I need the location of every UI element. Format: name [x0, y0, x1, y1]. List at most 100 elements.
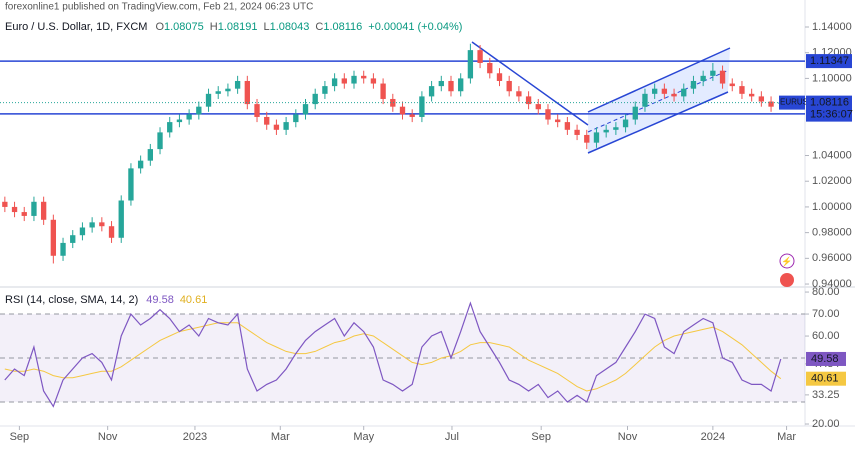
- channel-upper: [587, 47, 731, 113]
- x-tick-label: Sep: [10, 431, 30, 443]
- candle-body: [60, 242, 66, 256]
- candle-body: [273, 124, 280, 130]
- candle-body: [506, 80, 512, 92]
- candle-body: [525, 96, 532, 105]
- y-tick-label: 70.00: [812, 308, 840, 320]
- candle-body: [477, 50, 483, 63]
- candle-body: [331, 78, 338, 87]
- value-tag-label: 49.58: [811, 353, 839, 365]
- x-tick-label: Nov: [618, 431, 638, 443]
- candle-body: [157, 132, 163, 150]
- y-tick-label: 1.04000: [812, 149, 852, 161]
- candle-body: [21, 212, 27, 216]
- candle-body: [186, 114, 192, 120]
- x-tick-label: 2024: [701, 431, 725, 443]
- candle-body: [244, 80, 250, 105]
- candle-body: [555, 119, 561, 123]
- flag-icon[interactable]: [780, 273, 794, 287]
- ohlc-label: L: [263, 21, 269, 33]
- candle-body: [351, 75, 357, 84]
- candle-body: [11, 206, 18, 213]
- ohlc-value: 1.08075: [164, 21, 204, 33]
- candle-body: [234, 80, 241, 89]
- candle-body: [496, 73, 503, 81]
- rsi-value: 49.58: [146, 294, 174, 306]
- candle-body: [632, 106, 638, 120]
- value-tag: [806, 351, 846, 366]
- candle-body: [748, 93, 755, 97]
- x-tick-label: Mar: [777, 431, 796, 443]
- countdown: 15:36:07: [810, 109, 853, 121]
- rsi-sma-value: 40.61: [180, 294, 208, 306]
- x-tick-label: Jul: [445, 431, 459, 443]
- trend-line: [471, 41, 589, 126]
- legend: Euro / U.S. Dollar, 1D, FXCM O1.08075 H1.0…: [5, 21, 462, 33]
- symbol-title: Euro / U.S. Dollar, 1D, FXCM: [5, 21, 147, 33]
- candle-body: [458, 78, 464, 92]
- candle-body: [642, 93, 648, 107]
- candle-body: [40, 201, 47, 220]
- level-tag: [806, 54, 852, 69]
- candle-body: [535, 104, 541, 110]
- candle-body: [564, 122, 571, 130]
- ohlc-label: H: [210, 21, 218, 33]
- y-tick-label: 1.00000: [812, 201, 852, 213]
- candle-body: [89, 222, 95, 228]
- ohlc-value: 1.08191: [218, 21, 258, 33]
- candle-body: [99, 222, 105, 227]
- candle-body: [428, 86, 435, 97]
- ohlc-label: C: [315, 21, 323, 33]
- candle-body: [283, 122, 289, 130]
- candle-body: [574, 129, 580, 135]
- y-tick-label: 60.00: [812, 330, 840, 342]
- candle-body: [205, 93, 212, 107]
- y-tick-label: 80.00: [812, 286, 840, 298]
- candle-body: [467, 50, 474, 79]
- candle-body: [254, 104, 260, 117]
- candle-body: [768, 101, 774, 107]
- y-tick-label: 1.10000: [812, 72, 852, 84]
- symbol-tag: [779, 95, 805, 110]
- candle-body: [196, 106, 202, 115]
- rsi-line: [4, 322, 782, 392]
- candle-body: [652, 88, 658, 94]
- candle-body: [700, 75, 706, 81]
- candle-body: [710, 70, 716, 76]
- price-tag: [806, 95, 852, 122]
- candle-body: [419, 96, 425, 117]
- candle-body: [380, 83, 386, 99]
- candle-body: [264, 116, 270, 125]
- candle-body: [758, 96, 765, 102]
- candle-body: [719, 70, 726, 84]
- candle-body: [487, 62, 493, 74]
- rsi-title: RSI (14, close, SMA, 14, 2): [5, 294, 138, 306]
- candle-body: [613, 127, 619, 130]
- event-icon[interactable]: [779, 253, 795, 269]
- candle-body: [739, 86, 745, 94]
- candle-body: [545, 109, 551, 120]
- channel-lower: [587, 91, 729, 154]
- candle-body: [516, 91, 522, 97]
- value-tag: [806, 371, 846, 386]
- y-tick-label: 33.25: [812, 389, 840, 401]
- candle-body: [438, 80, 444, 87]
- candle-body: [215, 91, 221, 94]
- candle-body: [302, 104, 309, 115]
- candle-body: [448, 80, 454, 92]
- candle-body: [661, 88, 668, 94]
- candle-body: [622, 119, 629, 128]
- price-tag-label: 1.08116: [810, 97, 849, 109]
- candle-body: [2, 201, 8, 207]
- candle-body: [671, 93, 677, 97]
- candle-body: [370, 78, 377, 84]
- rsi-legend: RSI (14, close, SMA, 14, 2) 49.58 40.61: [5, 294, 207, 306]
- candle-body: [690, 80, 697, 89]
- y-tick-label: 0.94000: [812, 278, 852, 290]
- candle-body: [729, 83, 735, 87]
- y-tick-label: 20.00: [812, 418, 840, 430]
- candle-body: [31, 201, 37, 216]
- symbol-tag-label: EURUSD: [780, 98, 814, 107]
- candle-body: [118, 200, 124, 238]
- y-tick-label: 0.98000: [812, 227, 852, 239]
